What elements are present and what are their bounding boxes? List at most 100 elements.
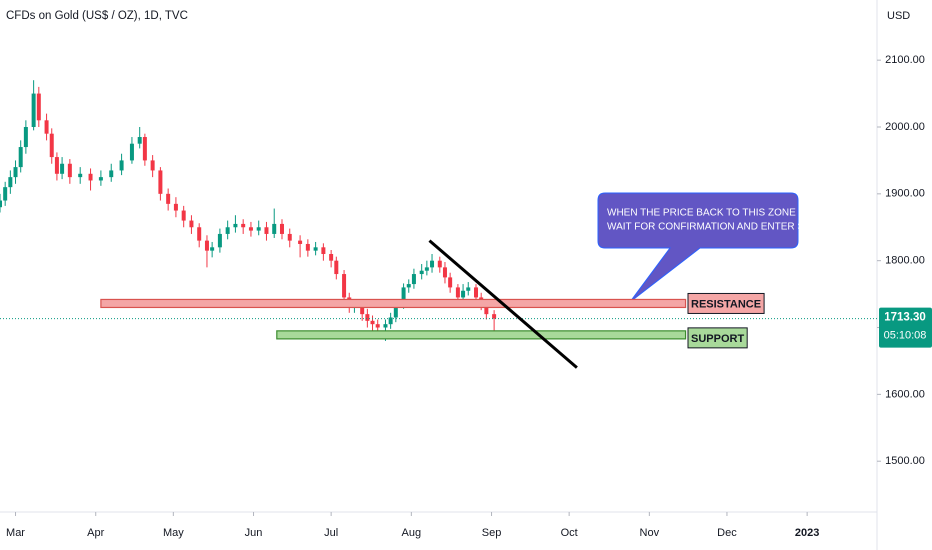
candle-body	[424, 267, 429, 271]
x-tick-label: 2023	[795, 527, 819, 539]
candle-body	[8, 177, 13, 188]
candle-body	[298, 240, 303, 244]
currency-label: USD	[887, 10, 910, 22]
candle-body	[67, 163, 72, 178]
candle-body	[142, 137, 147, 161]
candle-body	[119, 160, 124, 171]
price-tag	[879, 307, 932, 348]
price-tag-value: 1713.30	[884, 312, 926, 324]
candle-body	[23, 126, 28, 148]
candle-body	[461, 290, 466, 298]
candle-body	[197, 227, 202, 241]
candle-body	[241, 223, 246, 228]
candle-body	[233, 223, 238, 228]
candle-body	[474, 287, 479, 298]
x-tick-label: Aug	[402, 527, 422, 539]
candle-body	[256, 227, 261, 231]
candle-body	[370, 320, 375, 325]
candle-body	[150, 160, 155, 171]
candle-body	[60, 163, 65, 174]
candle-body	[401, 287, 406, 305]
candle-body	[166, 193, 171, 204]
x-tick-label: Oct	[561, 527, 578, 539]
candle-body	[406, 284, 411, 288]
x-tick-label: Jun	[245, 527, 263, 539]
candle-body	[49, 133, 54, 158]
candle-body	[329, 253, 334, 261]
candle-body	[173, 203, 178, 211]
candle-body	[419, 270, 424, 275]
candle-body	[437, 260, 442, 268]
candle-body	[388, 317, 393, 325]
candle-body	[158, 170, 163, 194]
candle-body	[225, 227, 230, 234]
candle-body	[137, 137, 142, 144]
candle-body	[264, 227, 269, 234]
candle-body	[88, 173, 93, 181]
candle-body	[484, 304, 489, 315]
zone	[100, 298, 687, 309]
zone-label-box	[687, 327, 748, 349]
candle-body	[54, 157, 59, 174]
candle-body	[466, 287, 471, 291]
candle-body	[210, 247, 215, 251]
candle-body	[411, 274, 416, 285]
y-tick-label: 1600.00	[885, 388, 925, 400]
candle-body	[98, 177, 103, 181]
x-tick-label: Nov	[640, 527, 660, 539]
candle-body	[3, 187, 8, 201]
candle-body	[78, 173, 83, 178]
candle-body	[31, 93, 36, 127]
candle-body	[287, 233, 292, 241]
x-tick-label: May	[163, 527, 184, 539]
y-tick-label: 1900.00	[885, 188, 925, 200]
candle-body	[248, 227, 253, 231]
candle-body	[313, 247, 318, 251]
x-tick-label: Sep	[482, 527, 502, 539]
candle-body	[383, 324, 388, 328]
candle-body	[129, 143, 134, 161]
candle-body	[393, 304, 398, 318]
zone	[276, 330, 687, 340]
zone-label-box	[687, 292, 765, 314]
candle-body	[272, 223, 277, 234]
candle-body	[279, 223, 284, 234]
y-tick-label: 2100.00	[885, 54, 925, 66]
candle-body	[321, 247, 326, 254]
candle-body	[305, 243, 310, 251]
y-tick-label: 1800.00	[885, 255, 925, 267]
x-tick-label: Mar	[6, 527, 25, 539]
trendline	[428, 239, 578, 369]
candle-body	[44, 120, 49, 134]
y-tick-label: 1500.00	[885, 455, 925, 467]
x-tick-label: Apr	[87, 527, 104, 539]
price-tag-countdown: 05:10:08	[884, 330, 927, 342]
candle-body	[365, 314, 370, 321]
candle-body	[18, 147, 23, 168]
candle-body	[448, 277, 453, 288]
callout-text: WHEN THE PRICE BACK TO THIS ZONE	[607, 208, 796, 219]
candle-body	[13, 167, 18, 178]
candle-body	[492, 314, 497, 319]
y-tick-label: 2000.00	[885, 121, 925, 133]
candle-body	[36, 93, 41, 121]
x-tick-label: Jul	[324, 527, 338, 539]
candle-body	[455, 287, 460, 298]
zone-label: RESISTANCE	[691, 298, 761, 310]
candle-body	[360, 304, 365, 315]
candle-body	[181, 210, 186, 221]
candle-body	[430, 260, 435, 268]
candle-body	[217, 233, 222, 248]
candle-body	[342, 274, 347, 298]
candle-body	[0, 200, 2, 208]
candle-body	[334, 260, 339, 275]
chart-title: CFDs on Gold (US$ / OZ), 1D, TVC	[6, 10, 188, 22]
candle-body	[204, 240, 209, 251]
candle-body	[189, 220, 194, 228]
zone-label: SUPPORT	[691, 333, 744, 345]
callout-text: WAIT FOR CONFIRMATION AND ENTER SHORT	[607, 222, 832, 233]
candle-body	[442, 267, 447, 278]
